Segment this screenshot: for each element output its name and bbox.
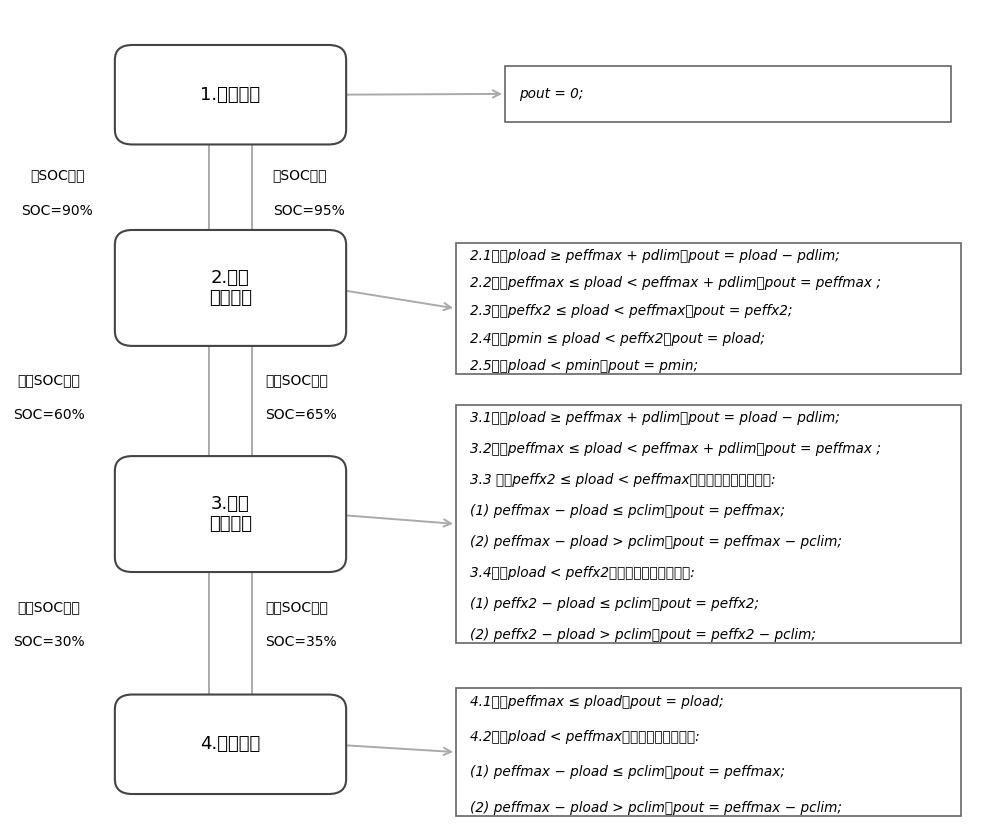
Text: 3.2、当peffmax ≤ pload < peffmax + pdlim，pout = peffmax ;: 3.2、当peffmax ≤ pload < peffmax + pdlim，p… [470, 442, 881, 456]
Text: 中等SOC阈値: 中等SOC阈値 [18, 600, 81, 614]
Text: SOC=95%: SOC=95% [273, 204, 344, 217]
Text: 中高SOC阈値: 中高SOC阈値 [18, 373, 81, 387]
FancyBboxPatch shape [115, 456, 346, 572]
Text: 2.4、当pmin ≤ pload < peffx2，pout = pload;: 2.4、当pmin ≤ pload < peffx2，pout = pload; [470, 331, 765, 346]
Text: 4.2、当pload < peffmax，分为如下两种情况:: 4.2、当pload < peffmax，分为如下两种情况: [470, 730, 699, 744]
Text: 3.1、当pload ≥ peffmax + pdlim，pout = pload − pdlim;: 3.1、当pload ≥ peffmax + pdlim，pout = ploa… [470, 411, 839, 425]
FancyBboxPatch shape [115, 230, 346, 346]
Text: 4.1、当peffmax ≤ pload，pout = pload;: 4.1、当peffmax ≤ pload，pout = pload; [470, 695, 723, 708]
Text: (2) peffx2 − pload > pclim，pout = peffx2 − pclim;: (2) peffx2 − pload > pclim，pout = peffx2… [470, 628, 816, 642]
FancyBboxPatch shape [115, 695, 346, 794]
Text: 2.高效
上半区间: 2.高效 上半区间 [209, 268, 252, 307]
Text: 3.4、当pload < peffx2时，分为如下两种情况:: 3.4、当pload < peffx2时，分为如下两种情况: [470, 565, 694, 580]
Text: 3.高效
下半区间: 3.高效 下半区间 [209, 495, 252, 534]
FancyBboxPatch shape [456, 688, 961, 816]
Text: (1) peffmax − pload ≤ pclim，pout = peffmax;: (1) peffmax − pload ≤ pclim，pout = peffm… [470, 765, 785, 779]
FancyBboxPatch shape [505, 66, 951, 122]
Text: (2) peffmax − pload > pclim，pout = peffmax − pclim;: (2) peffmax − pload > pclim，pout = peffm… [470, 800, 842, 815]
Text: (1) peffx2 − pload ≤ pclim，pout = peffx2;: (1) peffx2 − pload ≤ pclim，pout = peffx2… [470, 597, 759, 611]
Text: (1) peffmax − pload ≤ pclim，pout = peffmax;: (1) peffmax − pload ≤ pclim，pout = peffm… [470, 504, 785, 518]
Text: 2.5、当pload < pmin，pout = pmin;: 2.5、当pload < pmin，pout = pmin; [470, 359, 698, 373]
Text: SOC=90%: SOC=90% [21, 204, 93, 217]
Text: 2.3、当peffx2 ≤ pload < peffmax，pout = peffx2;: 2.3、当peffx2 ≤ pload < peffmax，pout = pef… [470, 304, 792, 318]
Text: 高SOC阈値: 高SOC阈値 [273, 169, 327, 182]
Text: 高SOC阈値: 高SOC阈値 [30, 169, 84, 182]
Text: 2.1、当pload ≥ peffmax + pdlim，pout = pload − pdlim;: 2.1、当pload ≥ peffmax + pdlim，pout = ploa… [470, 249, 839, 263]
Text: 中等SOC阈値: 中等SOC阈値 [265, 600, 328, 614]
Text: SOC=65%: SOC=65% [265, 409, 337, 422]
FancyBboxPatch shape [115, 45, 346, 144]
Text: 2.2、当peffmax ≤ pload < peffmax + pdlim，pout = peffmax ;: 2.2、当peffmax ≤ pload < peffmax + pdlim，p… [470, 276, 881, 290]
Text: 3.3 、当peffx2 ≤ pload < peffmax时，分为如下两种情况:: 3.3 、当peffx2 ≤ pload < peffmax时，分为如下两种情况… [470, 473, 775, 487]
Text: 1.纯电区间: 1.纯电区间 [200, 86, 261, 104]
Text: 中高SOC阈値: 中高SOC阈値 [265, 373, 328, 387]
Text: (2) peffmax − pload > pclim，pout = peffmax − pclim;: (2) peffmax − pload > pclim，pout = peffm… [470, 535, 842, 549]
Text: SOC=35%: SOC=35% [265, 635, 336, 649]
Text: SOC=60%: SOC=60% [13, 409, 85, 422]
Text: pout = 0;: pout = 0; [519, 87, 583, 101]
FancyBboxPatch shape [456, 404, 961, 644]
Text: SOC=30%: SOC=30% [13, 635, 85, 649]
Text: 4.补电区间: 4.补电区间 [200, 735, 261, 753]
FancyBboxPatch shape [456, 242, 961, 374]
